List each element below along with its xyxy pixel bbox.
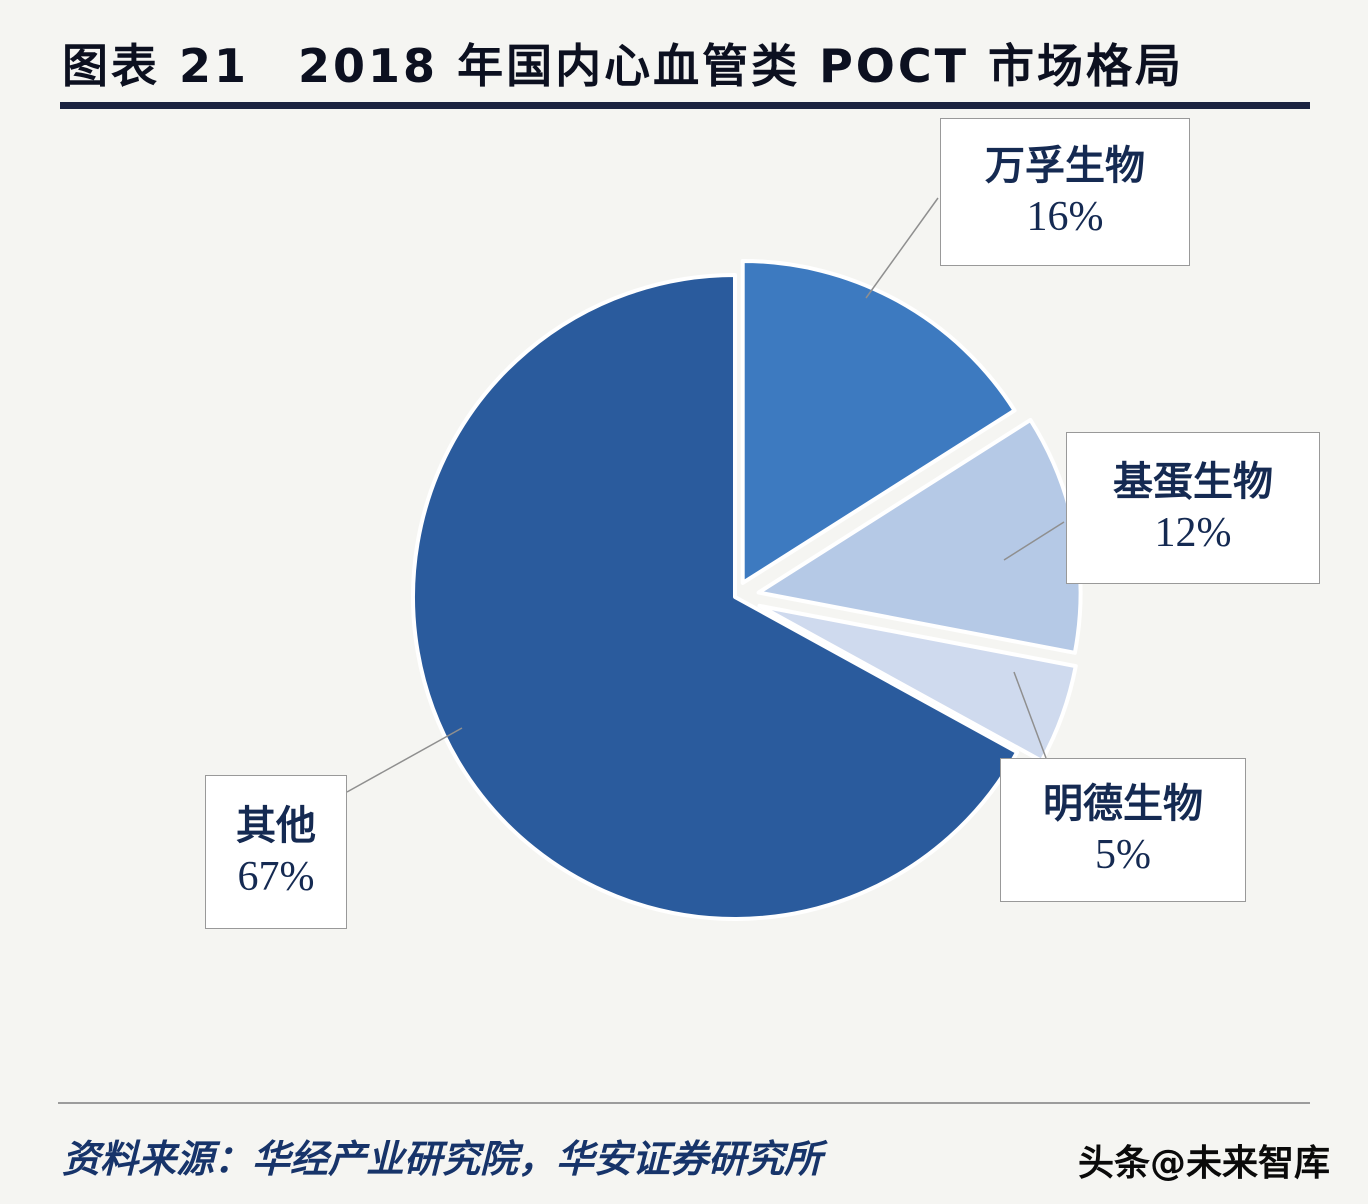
footer-divider <box>58 1102 1310 1104</box>
callout-percent: 12% <box>1154 509 1232 556</box>
callout-label: 基蛋生物 <box>1113 458 1273 504</box>
callout-wanfu: 万孚生物 16% <box>940 118 1190 266</box>
title-underline <box>60 102 1310 109</box>
leader-line-1 <box>865 197 939 299</box>
chart-title: 图表 21 2018 年国内心血管类 POCT 市场格局 <box>62 39 1185 93</box>
callout-percent: 67% <box>237 853 315 900</box>
callout-label: 明德生物 <box>1043 780 1203 826</box>
callout-percent: 16% <box>1026 193 1104 240</box>
callout-jidan: 基蛋生物 12% <box>1066 432 1320 584</box>
leader-line-4 <box>346 727 463 793</box>
callout-percent: 5% <box>1095 831 1151 878</box>
watermark: 头条@未来智库 <box>1077 1143 1330 1184</box>
pie-slice-1 <box>740 258 1017 585</box>
leader-line-2 <box>1003 521 1065 561</box>
callout-label: 其他 <box>236 802 316 848</box>
callout-label: 万孚生物 <box>985 142 1145 188</box>
callout-others: 其他 67% <box>205 775 347 929</box>
pie-slice-4 <box>411 273 1020 921</box>
source-note: 资料来源：华经产业研究院，华安证券研究所 <box>62 1136 823 1181</box>
callout-mingde: 明德生物 5% <box>1000 758 1246 902</box>
leader-line-3 <box>1013 671 1047 759</box>
